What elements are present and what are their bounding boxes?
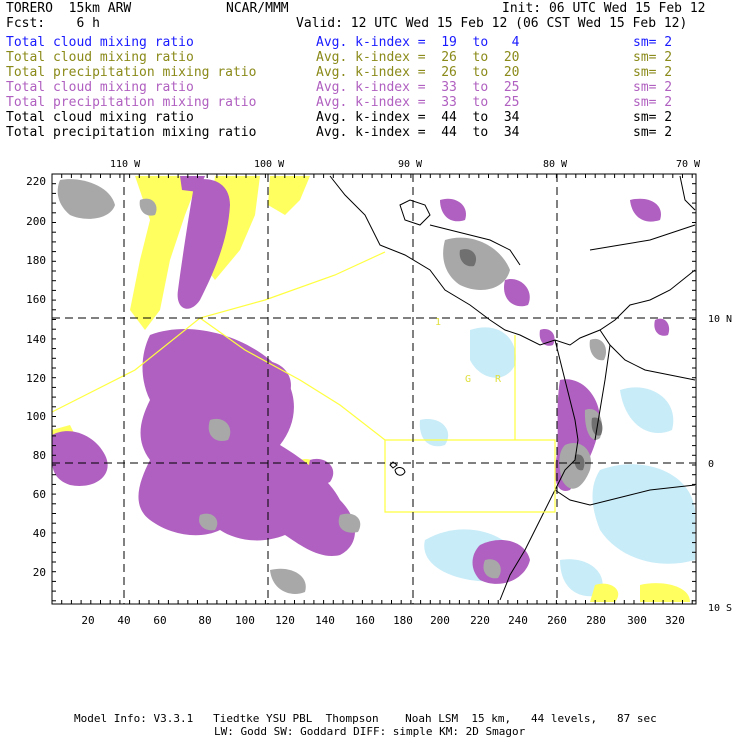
legend-field-1: Total cloud mixing ratio xyxy=(6,35,194,50)
legend-kindex-6: Avg. k-index = 44 to 34 xyxy=(316,110,520,125)
x-tick-220: 220 xyxy=(470,614,490,627)
coastlines xyxy=(329,175,696,601)
x-tick-20: 20 xyxy=(81,614,94,627)
x-tick-100: 100 xyxy=(235,614,255,627)
longitude-labels: 110 W 100 W 90 W 80 W 70 W xyxy=(110,159,701,170)
x-tick-labels: 20 40 60 80 100 120 140 160 180 200 220 … xyxy=(81,614,685,627)
legend-sm-1: sm= 2 xyxy=(633,35,673,50)
legend-sm-2: sm= 2 xyxy=(633,50,673,65)
yellow-outlines xyxy=(52,251,556,513)
x-tick-240: 240 xyxy=(508,614,528,627)
legend-sm-5: sm= 2 xyxy=(633,95,673,110)
lat-label-0: 0 xyxy=(708,459,714,470)
lat-label-10s: 10 S xyxy=(708,603,732,614)
y-tick-40: 40 xyxy=(33,527,46,540)
model-title: TORERO 15km ARW xyxy=(6,1,132,16)
map-field: 1 G R xyxy=(52,174,696,604)
lon-label-70w: 70 W xyxy=(676,159,701,170)
forecast-hour: Fcst: 6 h xyxy=(6,16,100,31)
dark-gray-field xyxy=(459,249,603,471)
legend-field-2: Total cloud mixing ratio xyxy=(6,50,194,65)
map-frame xyxy=(51,173,697,605)
map-label-g: G xyxy=(465,374,471,385)
lon-label-100w: 100 W xyxy=(254,159,285,170)
legend-kindex-5: Avg. k-index = 33 to 25 xyxy=(316,95,520,110)
x-tick-40: 40 xyxy=(117,614,130,627)
lon-label-90w: 90 W xyxy=(398,159,423,170)
organization-label: NCAR/MMM xyxy=(226,1,289,16)
purple-field xyxy=(52,176,670,584)
init-time: Init: 06 UTC Wed 15 Feb 12 xyxy=(502,1,706,16)
x-tick-300: 300 xyxy=(627,614,647,627)
legend-kindex-3: Avg. k-index = 26 to 20 xyxy=(316,65,520,80)
legend-field-4: Total cloud mixing ratio xyxy=(6,80,194,95)
x-tick-180: 180 xyxy=(393,614,413,627)
physics-info-line: LW: Godd SW: Goddard DIFF: simple KM: 2D… xyxy=(214,725,526,738)
x-tick-320: 320 xyxy=(665,614,685,627)
x-tick-80: 80 xyxy=(198,614,211,627)
model-info-line: Model Info: V3.3.1 Tiedtke YSU PBL Thomp… xyxy=(74,712,657,725)
gray-field xyxy=(57,179,607,594)
x-tick-280: 280 xyxy=(586,614,606,627)
y-tick-100: 100 xyxy=(26,410,46,423)
lat-label-10n: 10 N xyxy=(708,314,732,325)
x-tick-260: 260 xyxy=(547,614,567,627)
y-tick-180: 180 xyxy=(26,254,46,267)
legend-sm-3: sm= 2 xyxy=(633,65,673,80)
map-label-r: R xyxy=(495,374,502,385)
y-tick-140: 140 xyxy=(26,333,46,346)
y-tick-200: 200 xyxy=(26,215,46,228)
y-tick-120: 120 xyxy=(26,372,46,385)
valid-time: Valid: 12 UTC Wed 15 Feb 12 (06 CST Wed … xyxy=(296,16,688,31)
y-tick-labels: 220 200 180 160 140 120 100 80 60 40 20 xyxy=(26,175,46,579)
y-tick-60: 60 xyxy=(33,488,46,501)
lat-lon-grid xyxy=(52,174,696,604)
legend-field-7: Total precipitation mixing ratio xyxy=(6,125,257,140)
lon-label-110w: 110 W xyxy=(110,159,141,170)
legend-sm-6: sm= 2 xyxy=(633,110,673,125)
y-tick-80: 80 xyxy=(33,449,46,462)
x-tick-60: 60 xyxy=(153,614,166,627)
lon-label-80w: 80 W xyxy=(543,159,568,170)
legend-field-6: Total cloud mixing ratio xyxy=(6,110,194,125)
y-tick-20: 20 xyxy=(33,566,46,579)
legend-kindex-4: Avg. k-index = 33 to 25 xyxy=(316,80,520,95)
legend-kindex-7: Avg. k-index = 44 to 34 xyxy=(316,125,520,140)
legend-sm-4: sm= 2 xyxy=(633,80,673,95)
x-tick-140: 140 xyxy=(315,614,335,627)
legend-field-5: Total precipitation mixing ratio xyxy=(6,95,257,110)
x-tick-200: 200 xyxy=(430,614,450,627)
y-tick-160: 160 xyxy=(26,293,46,306)
x-tick-160: 160 xyxy=(355,614,375,627)
y-tick-220: 220 xyxy=(26,175,46,188)
tick-marks xyxy=(51,173,696,604)
map-interior-labels: 1 G R xyxy=(435,317,502,385)
legend-kindex-1: Avg. k-index = 19 to 4 xyxy=(316,35,520,50)
legend-sm-7: sm= 2 xyxy=(633,125,673,140)
map-label-1: 1 xyxy=(435,317,441,328)
legend-field-3: Total precipitation mixing ratio xyxy=(6,65,257,80)
latitude-labels: 10 N 0 10 S xyxy=(708,314,732,614)
legend-kindex-2: Avg. k-index = 26 to 20 xyxy=(316,50,520,65)
x-tick-120: 120 xyxy=(275,614,295,627)
